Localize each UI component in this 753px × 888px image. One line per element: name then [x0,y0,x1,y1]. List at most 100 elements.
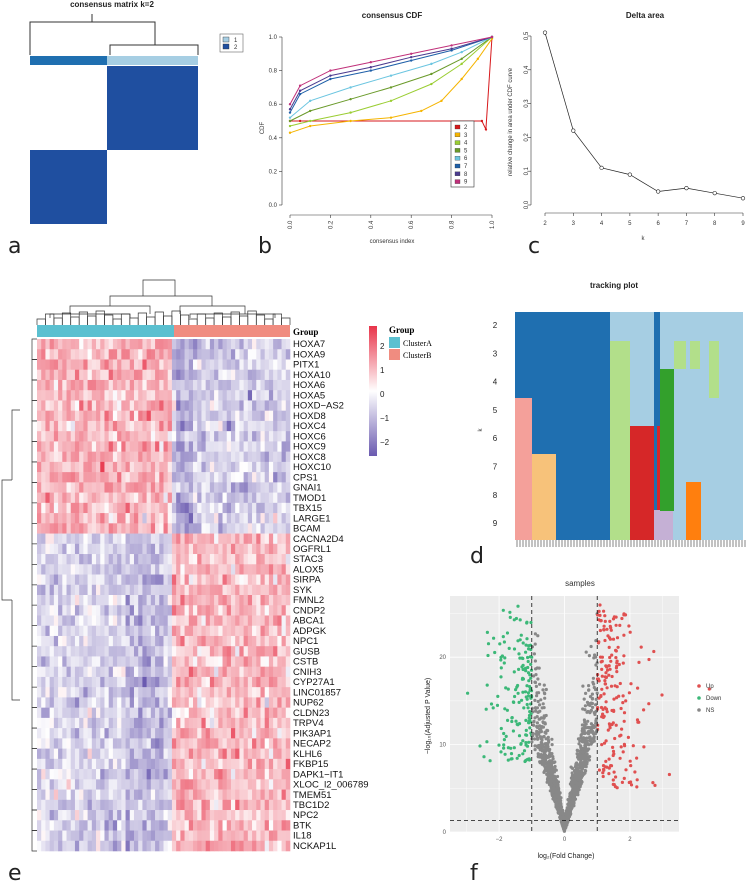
heatmap-cell [286,523,291,534]
volcano-point [598,610,601,613]
heatmap-cell [197,380,202,391]
heatmap-cell [113,411,118,422]
heatmap-cell [75,441,80,452]
volcano-point [587,684,590,687]
heatmap-cell [159,595,164,606]
heatmap-cell [134,605,139,616]
heatmap-cell [96,769,101,780]
cdf-point-4 [289,125,291,127]
heatmap-cell [126,575,131,586]
heatmap-cell [180,728,185,739]
heatmap-cell [126,523,131,534]
heatmap-cell [210,759,215,770]
heatmap-cell [155,359,160,370]
heatmap-cell [54,605,59,616]
heatmap-cell [277,513,282,524]
heatmap-cell [45,554,50,565]
heatmap-cell [168,564,173,575]
heatmap-cell [159,523,164,534]
heatmap-cell [126,831,131,842]
heatmap-cell [164,790,169,801]
volcano-point [587,730,590,733]
heatmap-cell [252,359,257,370]
heatmap-cell [100,636,105,647]
heatmap-cell [75,687,80,698]
heatmap-cell [75,841,80,852]
heatmap-cell [214,841,219,852]
volcano-point-up [602,768,605,771]
heatmap-cell [126,769,131,780]
heatmap-cell [96,400,101,411]
heatmap-cell [96,615,101,626]
heatmap-cell [88,452,93,463]
heatmap-cell [92,349,97,360]
heatmap-cell [168,544,173,555]
heatmap-cell [185,749,190,760]
heatmap-cell [256,370,261,381]
heatmap-cell [159,718,164,729]
heatmap-cell [45,605,50,616]
heatmap-cell [256,615,261,626]
heatmap-cell [96,697,101,708]
heatmap-cell [235,349,240,360]
heatmap-cell [176,646,181,657]
volcano-point-up [604,682,607,685]
heatmap-cell [277,800,282,811]
heatmap-cell [75,677,80,688]
heatmap-cell [227,503,232,514]
heatmap-cell [155,513,160,524]
heatmap-cell [88,421,93,432]
heatmap-cell [252,687,257,698]
heatmap-cell [100,452,105,463]
heatmap-cell [117,513,122,524]
heatmap-cell [54,831,59,842]
heatmap-cell [117,359,122,370]
heatmap-cell [168,390,173,401]
heatmap-cell [282,441,287,452]
heatmap-cell [239,800,244,811]
heatmap-cell [117,534,122,545]
heatmap-cell [71,626,76,637]
heatmap-cell [104,656,109,667]
cdf-point-3 [461,78,463,80]
heatmap-cell [50,390,55,401]
volcano-point [535,685,538,688]
heatmap-cell [218,769,223,780]
heatmap-cell [113,749,118,760]
heatmap-cell [151,697,156,708]
heatmap-cell [67,452,72,463]
heatmap-cell [201,523,206,534]
heatmap-cell [277,626,282,637]
heatmap-cell [113,421,118,432]
volcano-point [591,681,594,684]
heatmap-cell [168,615,173,626]
heatmap-cell [159,585,164,596]
heatmap-cell [138,554,143,565]
heatmap-cell [252,656,257,667]
heatmap-cell [117,759,122,770]
heatmap-cell [269,472,274,483]
heatmap-cell [206,656,211,667]
heatmap-cell [248,831,253,842]
heatmap-cell [244,380,249,391]
heatmap-left-leaf [32,523,37,544]
heatmap-cell [269,718,274,729]
volcano-point-down [519,743,522,746]
heatmap-cell [256,339,261,350]
volcano-point [580,776,583,779]
heatmap-cell [155,769,160,780]
heatmap-cell [67,544,72,555]
heatmap-cell [104,626,109,637]
heatmap-cell [282,452,287,463]
heatmap-cell [100,462,105,473]
heatmap-cell [239,523,244,534]
volcano-point [586,740,589,743]
heatmap-cell [235,738,240,749]
heatmap-cell [214,800,219,811]
heatmap-cell [45,370,50,381]
heatmap-cell [206,667,211,678]
heatmap-cell [180,769,185,780]
heatmap-cell [214,380,219,391]
volcano-point-down [486,654,489,657]
legend-swatch-cluster-b [389,349,400,360]
